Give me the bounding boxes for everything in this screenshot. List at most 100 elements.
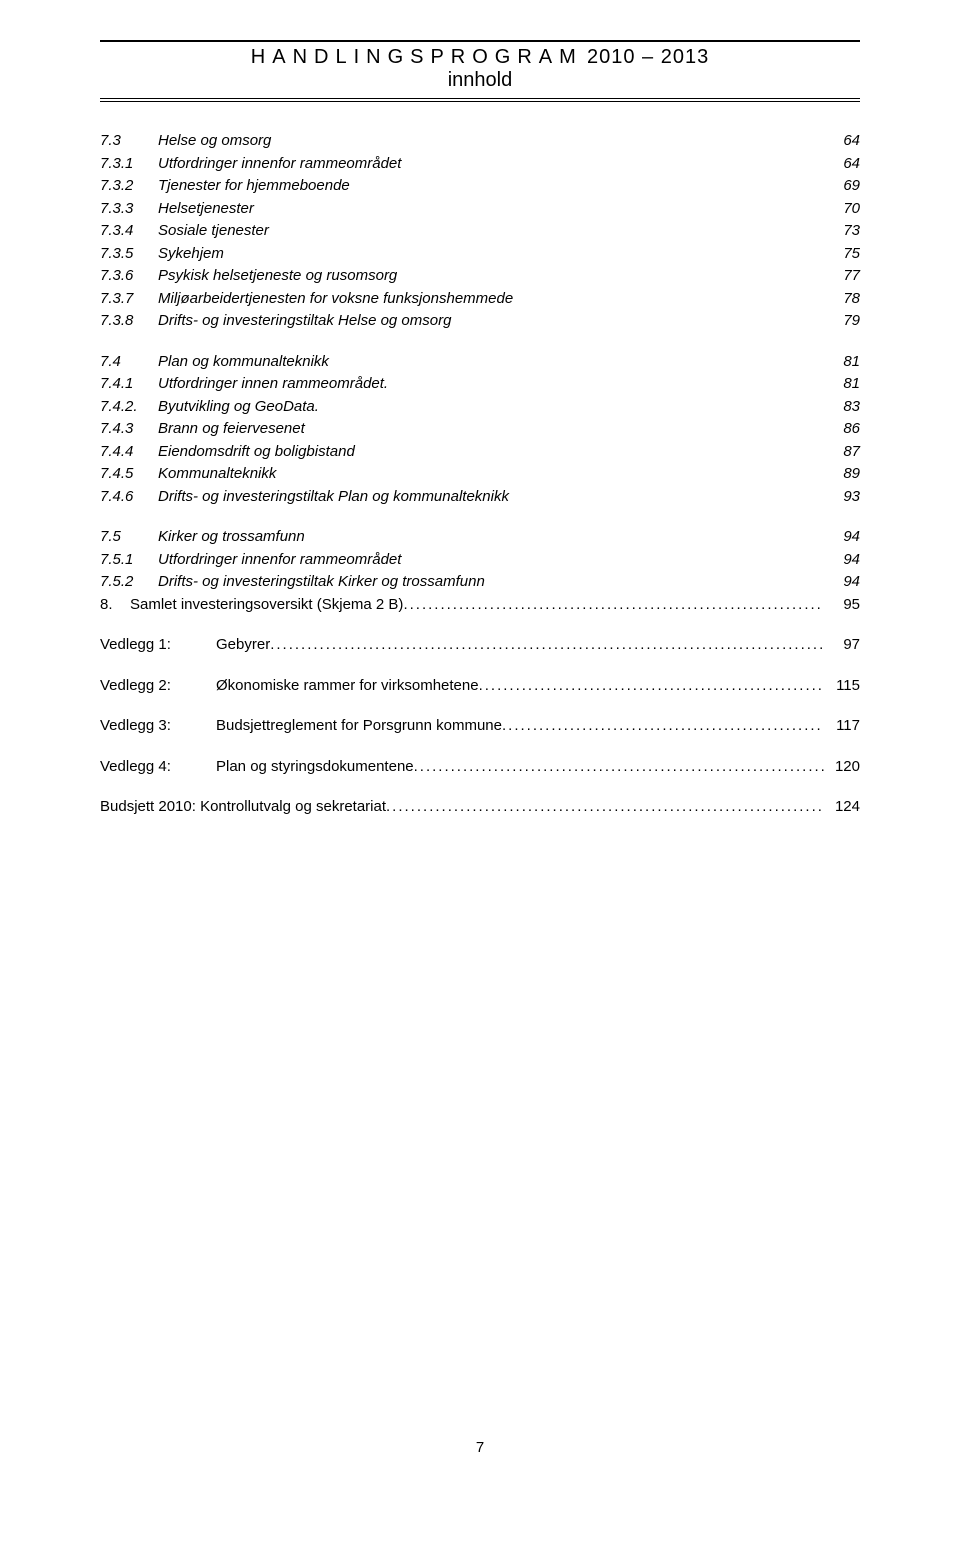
toc-label: Budsjett 2010: Kontrollutvalg og sekreta…	[100, 796, 386, 819]
toc-label: Miljøarbeidertjenesten for voksne funksj…	[158, 288, 513, 311]
toc-row: Vedlegg 3:Budsjettreglement for Porsgrun…	[100, 715, 860, 738]
toc-page: 81	[824, 373, 860, 396]
toc-number: 8.	[100, 594, 130, 617]
toc-label: Brann og feiervesenet	[158, 418, 305, 441]
toc-leader	[270, 634, 824, 657]
toc-label: Plan og styringsdokumentene	[216, 756, 414, 779]
toc-number: 7.3.6	[100, 265, 158, 288]
toc-page: 94	[824, 549, 860, 572]
toc-row: 7.3.1Utfordringer innenfor rammeområdet6…	[100, 153, 860, 176]
toc-label: Plan og kommunalteknikk	[158, 351, 329, 374]
toc-row: 7.3.8Drifts- og investeringstiltak Helse…	[100, 310, 860, 333]
toc-label: Sosiale tjenester	[158, 220, 269, 243]
toc-vedlegg-block: Vedlegg 4:Plan og styringsdokumentene 120	[100, 756, 860, 779]
toc-page: 79	[824, 310, 860, 333]
toc-page: 83	[824, 396, 860, 419]
toc-page: 64	[824, 153, 860, 176]
toc-page: 97	[824, 634, 860, 657]
toc-label: Drifts- og investeringstiltak Kirker og …	[158, 571, 485, 594]
toc-row: 7.3.2Tjenester for hjemmeboende69	[100, 175, 860, 198]
toc-page: 70	[824, 198, 860, 221]
toc-number: 7.3.1	[100, 153, 158, 176]
toc-page: 77	[824, 265, 860, 288]
toc-number: Vedlegg 4:	[100, 756, 216, 779]
toc-number: 7.4.1	[100, 373, 158, 396]
toc-label: Helsetjenester	[158, 198, 254, 221]
toc-page: 87	[824, 441, 860, 464]
toc-number: 7.3.3	[100, 198, 158, 221]
toc-row: 7.5.2Drifts- og investeringstiltak Kirke…	[100, 571, 860, 594]
header-title: HANDLINGSPROGRAM	[251, 46, 583, 68]
toc-block: 7.3Helse og omsorg 647.3.1Utfordringer in…	[100, 130, 860, 333]
toc-row: Budsjett 2010: Kontrollutvalg og sekreta…	[100, 796, 860, 819]
toc-number: Vedlegg 2:	[100, 675, 216, 698]
toc-page: 117	[824, 715, 860, 738]
toc-label: Sykehjem	[158, 243, 224, 266]
toc-row: 7.5.1Utfordringer innenfor rammeområdet9…	[100, 549, 860, 572]
toc-row: Vedlegg 4:Plan og styringsdokumentene 120	[100, 756, 860, 779]
toc-number: 7.4.6	[100, 486, 158, 509]
toc-label: Økonomiske rammer for virksomhetene	[216, 675, 479, 698]
toc-vedlegg-block: Vedlegg 2:Økonomiske rammer for virksomh…	[100, 675, 860, 698]
toc-number: 7.3.2	[100, 175, 158, 198]
toc-number: 7.5	[100, 526, 158, 549]
toc-page: 94	[824, 526, 860, 549]
header-title-line: HANDLINGSPROGRAM 2010 – 2013	[100, 46, 860, 69]
toc-label: Eiendomsdrift og boligbistand	[158, 441, 355, 464]
toc-block: 7.5Kirker og trossamfunn 947.5.1Utfordrin…	[100, 526, 860, 616]
toc-row: 7.4.3Brann og feiervesenet86	[100, 418, 860, 441]
toc-number: 7.3.4	[100, 220, 158, 243]
toc-label: Kirker og trossamfunn	[158, 526, 305, 549]
toc-vedlegg-block: Vedlegg 3:Budsjettreglement for Porsgrun…	[100, 715, 860, 738]
toc-page: 78	[824, 288, 860, 311]
toc-row: 7.3.5Sykehjem75	[100, 243, 860, 266]
toc-label: Helse og omsorg	[158, 130, 271, 153]
toc-number: 7.3.7	[100, 288, 158, 311]
toc-label: Utfordringer innenfor rammeområdet	[158, 549, 401, 572]
toc-label: Byutvikling og GeoData.	[158, 396, 319, 419]
toc-label: Psykisk helsetjeneste og rusomsorg	[158, 265, 397, 288]
toc-vedlegg-block: Vedlegg 1:Gebyrer97	[100, 634, 860, 657]
toc-page: 94	[824, 571, 860, 594]
toc-row: 7.3.3Helsetjenester 70	[100, 198, 860, 221]
toc-number: 7.4	[100, 351, 158, 374]
toc-row: Vedlegg 1:Gebyrer97	[100, 634, 860, 657]
toc-row: 7.4.2.Byutvikling og GeoData.83	[100, 396, 860, 419]
toc-row: Vedlegg 2:Økonomiske rammer for virksomh…	[100, 675, 860, 698]
toc-label: Kommunalteknikk	[158, 463, 276, 486]
toc-number: 7.5.2	[100, 571, 158, 594]
toc-block: 7.4Plan og kommunalteknikk817.4.1Utfordr…	[100, 351, 860, 509]
toc-row: 8.Samlet investeringsoversikt (Skjema 2 …	[100, 594, 860, 617]
toc-number: 7.4.4	[100, 441, 158, 464]
toc-number: Vedlegg 1:	[100, 634, 216, 657]
toc-number: 7.3	[100, 130, 158, 153]
toc-row: 7.3.6Psykisk helsetjeneste og rusomsorg 7…	[100, 265, 860, 288]
header-box: HANDLINGSPROGRAM 2010 – 2013 innhold	[100, 40, 860, 102]
toc-label: Tjenester for hjemmeboende	[158, 175, 350, 198]
toc-row: 7.3.4Sosiale tjenester 73	[100, 220, 860, 243]
toc-row: 7.4Plan og kommunalteknikk81	[100, 351, 860, 374]
page-number: 7	[100, 1439, 860, 1456]
toc-number: 7.3.5	[100, 243, 158, 266]
toc-leader	[414, 756, 824, 779]
toc-row: 7.4.4Eiendomsdrift og boligbistand 87	[100, 441, 860, 464]
toc-page: 120	[824, 756, 860, 779]
toc-leader	[502, 715, 824, 738]
toc-page: 73	[824, 220, 860, 243]
toc-label: Drifts- og investeringstiltak Plan og ko…	[158, 486, 509, 509]
toc-row: 7.3Helse og omsorg 64	[100, 130, 860, 153]
toc-container: 7.3Helse og omsorg647.3.1Utfordringer in…	[100, 130, 860, 819]
toc-leader	[403, 594, 824, 617]
toc-budsjett-block: Budsjett 2010: Kontrollutvalg og sekreta…	[100, 796, 860, 819]
toc-number: Vedlegg 3:	[100, 715, 216, 738]
toc-row: 7.4.5Kommunalteknikk89	[100, 463, 860, 486]
toc-leader	[386, 796, 824, 819]
toc-page: 95	[824, 594, 860, 617]
header-subtitle: innhold	[100, 69, 860, 92]
toc-row: 7.5Kirker og trossamfunn 94	[100, 526, 860, 549]
toc-label: Budsjettreglement for Porsgrunn kommune	[216, 715, 502, 738]
toc-page: 64	[824, 130, 860, 153]
toc-row: 7.4.1Utfordringer innen rammeområdet. 81	[100, 373, 860, 396]
toc-label: Utfordringer innen rammeområdet.	[158, 373, 388, 396]
toc-number: 7.3.8	[100, 310, 158, 333]
